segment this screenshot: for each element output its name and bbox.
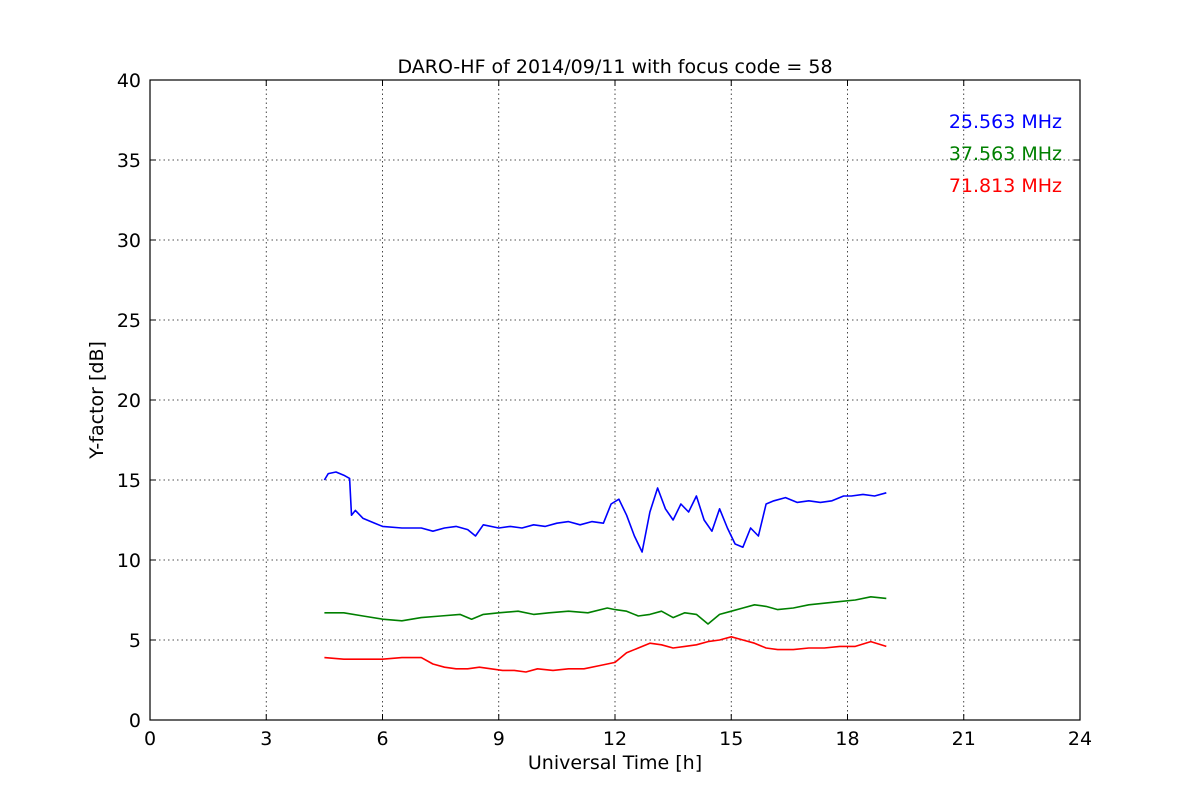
- y-tick-label: 35: [117, 150, 141, 172]
- y-tick-label: 10: [117, 550, 141, 572]
- y-tick-label: 20: [117, 390, 141, 412]
- x-tick-label: 12: [603, 728, 627, 750]
- x-tick-label: 15: [719, 728, 743, 750]
- series-line-0: [323, 471, 887, 553]
- legend: 25.563 MHz 37.563 MHz 71.813 MHz: [949, 111, 1062, 197]
- legend-entry-25563: 25.563 MHz: [949, 111, 1062, 133]
- series-line-2: [324, 635, 887, 673]
- y-axis-label: Y-factor [dB]: [86, 341, 108, 460]
- series-layer: [323, 471, 887, 673]
- x-tick-label: 3: [260, 728, 272, 750]
- x-tick-labels: 0 3 6 9 12 15 18 21 24: [144, 728, 1092, 750]
- y-tick-label: 15: [117, 470, 141, 492]
- x-tick-label: 6: [376, 728, 388, 750]
- ticks: [149, 79, 1081, 721]
- y-tick-label: 25: [117, 310, 141, 332]
- series-line-1: [324, 595, 887, 625]
- x-tick-label: 9: [493, 728, 505, 750]
- x-tick-label: 24: [1068, 728, 1092, 750]
- chart-title: DARO-HF of 2014/09/11 with focus code = …: [397, 56, 832, 78]
- legend-entry-71813: 71.813 MHz: [949, 175, 1062, 197]
- legend-entry-37563: 37.563 MHz: [949, 143, 1062, 165]
- y-tick-label: 40: [117, 70, 141, 92]
- y-tick-label: 30: [117, 230, 141, 252]
- y-tick-label: 0: [129, 710, 141, 732]
- y-tick-label: 5: [129, 630, 141, 652]
- x-tick-label: 21: [952, 728, 976, 750]
- y-tick-labels: 0 5 10 15 20 25 30 35 40: [117, 70, 141, 732]
- x-tick-label: 18: [835, 728, 859, 750]
- x-tick-label: 0: [144, 728, 156, 750]
- x-axis-label: Universal Time [h]: [528, 752, 702, 774]
